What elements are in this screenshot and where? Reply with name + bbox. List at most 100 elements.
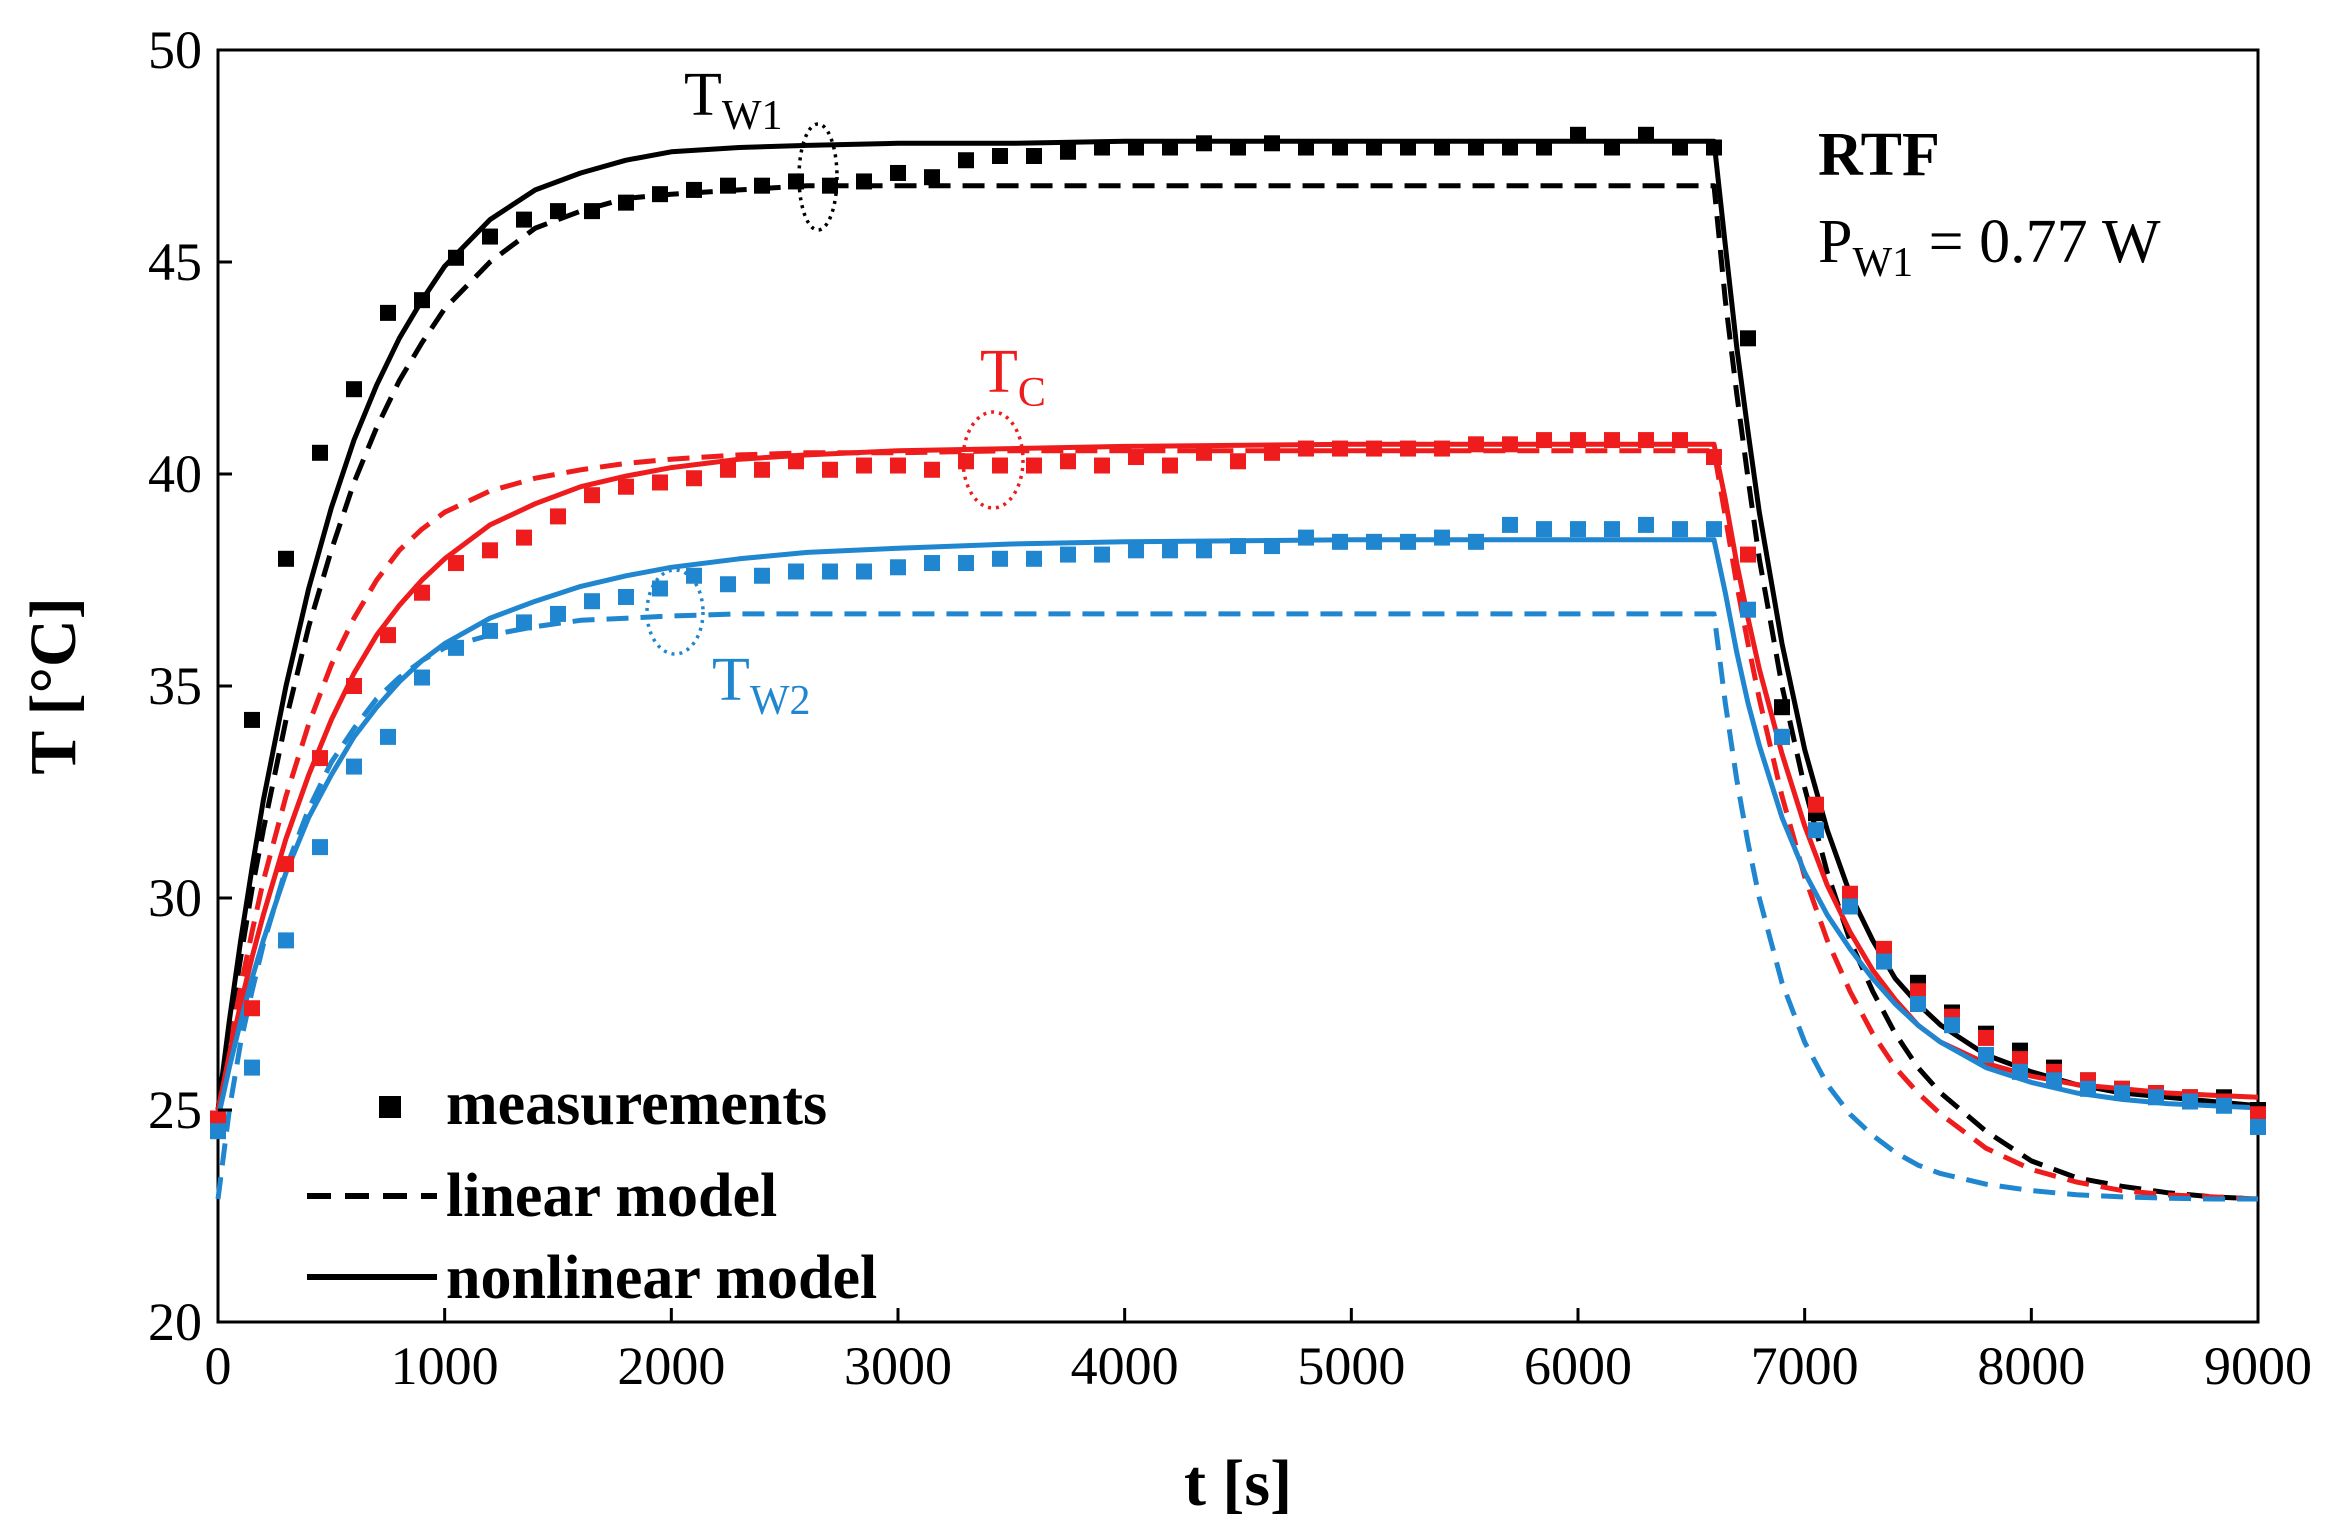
measurement-point xyxy=(244,1059,260,1076)
measurement-point xyxy=(584,593,600,610)
measurement-point xyxy=(482,622,498,639)
measurement-point xyxy=(1162,139,1178,156)
curve-marker-ellipse-tw1 xyxy=(797,122,839,232)
measurement-point xyxy=(856,563,872,580)
measurement-point xyxy=(550,508,566,525)
measurement-point xyxy=(720,461,736,478)
axis-ticks: 0 1000 2000 3000 4000 5000 6000 7000 8000 9000 20 2… xyxy=(148,20,2312,1396)
measurement-point xyxy=(448,555,464,572)
measurement-point xyxy=(1094,546,1110,563)
measurement-point xyxy=(482,228,498,245)
measurement-point xyxy=(380,304,396,321)
measurement-point xyxy=(2114,1085,2130,1102)
measurement-point xyxy=(1162,457,1178,474)
measurement-point xyxy=(584,487,600,504)
measurement-point xyxy=(1094,139,1110,156)
measurement-point xyxy=(1502,516,1518,533)
measurement-point xyxy=(686,181,702,198)
measurement-point xyxy=(1060,143,1076,160)
measurement-point xyxy=(2046,1072,2062,1089)
measurement-point xyxy=(1060,453,1076,470)
measurement-point xyxy=(720,576,736,593)
curve-marker-ellipse-tw2 xyxy=(645,568,705,656)
measurement-point xyxy=(584,203,600,220)
x-tick-label: 7000 xyxy=(1751,1336,1859,1396)
measurement-point xyxy=(720,177,736,194)
measurement-point xyxy=(346,758,362,775)
measurement-point xyxy=(1740,601,1756,618)
legend-label-linear: linear model xyxy=(446,1162,777,1230)
measurement-point xyxy=(1094,457,1110,474)
measurement-point xyxy=(618,194,634,211)
measurement-point xyxy=(618,588,634,605)
measurement-point xyxy=(822,177,838,194)
measurement-point xyxy=(2182,1093,2198,1110)
measurement-point xyxy=(1332,533,1348,550)
measurement-point xyxy=(1026,148,1042,164)
measurement-point xyxy=(2250,1118,2266,1135)
measurement-point xyxy=(210,1123,226,1140)
measurement-point xyxy=(1196,444,1212,461)
measurement-point xyxy=(1264,538,1280,555)
measurement-point xyxy=(1570,521,1586,538)
measurement-point xyxy=(1638,126,1654,143)
measurement-point xyxy=(856,457,872,474)
measurement-point xyxy=(958,152,974,169)
measurement-point xyxy=(1978,1029,1994,1046)
annotation-title: RTF xyxy=(1818,121,1940,189)
measurement-point xyxy=(1128,542,1144,559)
measurement-point xyxy=(924,169,940,186)
measurement-point xyxy=(1502,139,1518,156)
measurement-point xyxy=(1230,139,1246,156)
measurement-point xyxy=(550,605,566,622)
x-axis-title: t [s] xyxy=(1184,1447,1292,1520)
y-tick-label: 40 xyxy=(148,444,202,504)
measurement-point xyxy=(1842,898,1858,915)
legend-label-nonlinear: nonlinear model xyxy=(446,1244,877,1312)
measurement-point xyxy=(278,932,294,949)
measurement-point xyxy=(244,711,260,728)
measurement-point xyxy=(618,478,634,495)
measurement-point xyxy=(1502,436,1518,453)
measurement-point xyxy=(992,457,1008,474)
measurement-point xyxy=(1162,542,1178,559)
measurement-point xyxy=(244,1000,260,1017)
measurement-point xyxy=(448,639,464,656)
measurement-point xyxy=(2012,1051,2028,1068)
measurement-point xyxy=(652,474,668,491)
measurement-point xyxy=(788,563,804,580)
x-tick-label: 1000 xyxy=(391,1336,499,1396)
measurement-point xyxy=(924,461,940,478)
x-tick-label: 9000 xyxy=(2204,1336,2312,1396)
measurement-point xyxy=(1570,126,1586,143)
measurement-point xyxy=(2012,1063,2028,1080)
measurement-point xyxy=(516,614,532,631)
y-tick-label: 50 xyxy=(148,20,202,80)
measurement-point xyxy=(1060,546,1076,563)
curve-label-tc-main: T xyxy=(980,338,1018,406)
series-t-w2-nonlinear-model xyxy=(215,537,2259,1120)
y-axis-title: T [°C] xyxy=(17,597,90,774)
annotation-power: PW1 = 0.77 W xyxy=(1818,208,2161,286)
measurement-point xyxy=(1434,440,1450,457)
measurement-point xyxy=(1808,822,1824,839)
measurement-point xyxy=(856,173,872,190)
measurement-point xyxy=(1774,728,1790,745)
measurement-point xyxy=(414,584,430,601)
measurement-point xyxy=(380,728,396,745)
x-tick-label: 3000 xyxy=(844,1336,952,1396)
measurement-point xyxy=(686,470,702,487)
measurement-point xyxy=(1468,139,1484,156)
measurement-point xyxy=(958,453,974,470)
measurement-point xyxy=(1230,453,1246,470)
curve-marker-ellipse-tc xyxy=(961,410,1025,510)
measurement-point xyxy=(278,856,294,873)
measurement-point xyxy=(1706,521,1722,538)
measurement-point xyxy=(958,555,974,572)
measurement-point xyxy=(1808,796,1824,813)
measurement-point xyxy=(1366,139,1382,156)
annotation-power-value: = 0.77 W xyxy=(1913,208,2161,276)
measurement-point xyxy=(890,164,906,181)
measurement-point xyxy=(1876,953,1892,970)
